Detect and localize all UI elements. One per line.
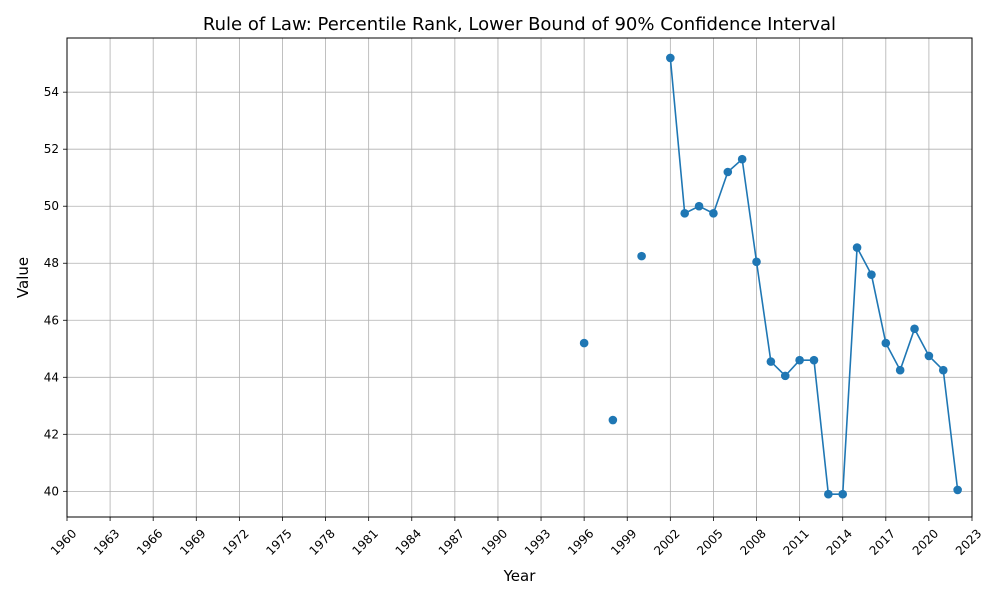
data-point [608,415,618,425]
y-axis-ticks: 40 42 44 46 48 50 52 54 [44,85,67,498]
data-point [938,365,948,375]
series-line-segment [856,246,873,276]
y-axis-label: Value [14,257,32,298]
series-line-segment [813,359,830,495]
series-line-segment [712,171,729,215]
series-line-segment [942,369,959,491]
series-line-segment [841,246,858,495]
y-tick-label: 50 [44,199,59,213]
data-point [852,243,862,252]
data-point [881,338,891,348]
data-point [680,209,689,218]
data-point [838,489,848,499]
y-tick-label: 48 [44,256,59,270]
data-point [895,365,905,375]
data-point [924,351,934,361]
chart-title: Rule of Law: Percentile Rank, Lower Boun… [203,14,836,35]
series-line-segment [913,328,930,357]
series-line-segment [755,261,772,363]
series-line-segment [669,57,686,215]
data-point [780,371,790,381]
y-tick-label: 52 [44,142,59,156]
plot-frame [66,37,973,518]
data-point [766,357,776,366]
data-point [953,485,962,495]
data-point [809,355,819,365]
data-point [752,257,761,267]
data-point [824,489,833,499]
y-tick-label: 46 [44,313,59,327]
data-point [579,338,589,348]
y-tick-label: 40 [44,484,59,498]
data-point [795,355,804,365]
series-line-segment [885,342,901,371]
data-point [737,154,747,164]
series-layer [579,53,962,499]
data-point [867,270,876,279]
y-tick-label: 42 [44,427,59,441]
data-point [666,53,675,63]
series-line-segment [741,158,758,263]
grid-lines [66,38,973,517]
data-point [694,201,704,211]
data-point [723,167,733,177]
x-axis-label: Year [503,567,537,585]
data-point [910,324,919,334]
series-line-segment [870,273,887,344]
y-tick-label: 44 [44,370,59,384]
series-line-segment [899,328,916,371]
data-point [637,251,646,261]
data-point [709,209,718,218]
y-tick-label: 54 [44,85,59,99]
